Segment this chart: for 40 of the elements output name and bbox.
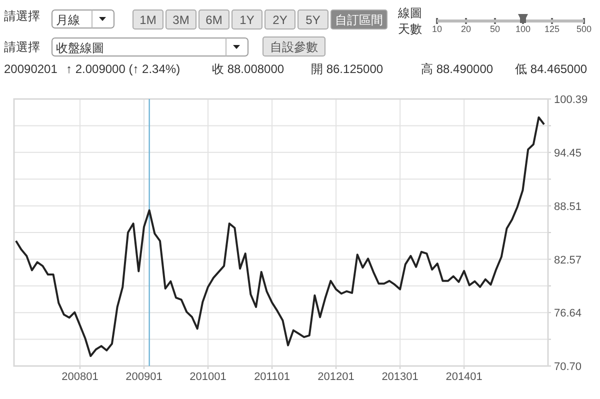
text: 低 84.465000 <box>515 62 588 76</box>
x-tick-label: 200901 <box>126 371 162 383</box>
text: 1M <box>140 13 156 27</box>
text: 開 86.125000 <box>311 62 384 76</box>
x-tick-label: 201401 <box>446 371 482 383</box>
x-tick-label: 201201 <box>318 371 354 383</box>
x-tick-label: 200801 <box>62 371 98 383</box>
text: 500 <box>576 24 592 34</box>
y-tick-label: 100.39 <box>554 94 588 106</box>
text: 收 88.008000 <box>212 62 284 76</box>
text: 50 <box>490 24 500 34</box>
text: 1Y <box>240 13 254 27</box>
x-tick-label: 201101 <box>254 371 290 383</box>
text: 月線 <box>56 13 80 27</box>
text: 100 <box>515 24 531 34</box>
text: 請選擇 <box>4 9 40 23</box>
text: 20 <box>460 24 472 34</box>
text: 自訂區間 <box>335 13 383 27</box>
text: 10 <box>432 24 442 34</box>
text: 收盤線圖 <box>56 41 104 55</box>
y-tick-label: 70.70 <box>554 361 582 373</box>
text: 線圖 <box>397 6 422 20</box>
x-tick-label: 201001 <box>190 371 226 383</box>
y-tick-label: 82.57 <box>554 254 582 266</box>
text: 5Y <box>306 13 320 27</box>
text: 高 88.490000 <box>421 62 494 76</box>
text: 自設參數 <box>270 40 318 54</box>
text: ↑ 2.009000 (↑ 2.34%) <box>66 62 180 76</box>
y-tick-label: 76.64 <box>554 308 582 320</box>
text: 125 <box>544 24 560 34</box>
x-tick-label: 201301 <box>382 371 418 383</box>
text: 6M <box>206 13 222 27</box>
line-series <box>14 116 546 358</box>
text: 2Y <box>272 13 288 27</box>
text: 請選擇 <box>4 40 40 54</box>
y-tick-label: 94.45 <box>554 147 582 160</box>
y-tick-label: 88.51 <box>554 200 582 213</box>
text: 20090201 <box>4 62 58 76</box>
text: 天數 <box>398 22 422 36</box>
text: 3M <box>172 13 190 27</box>
